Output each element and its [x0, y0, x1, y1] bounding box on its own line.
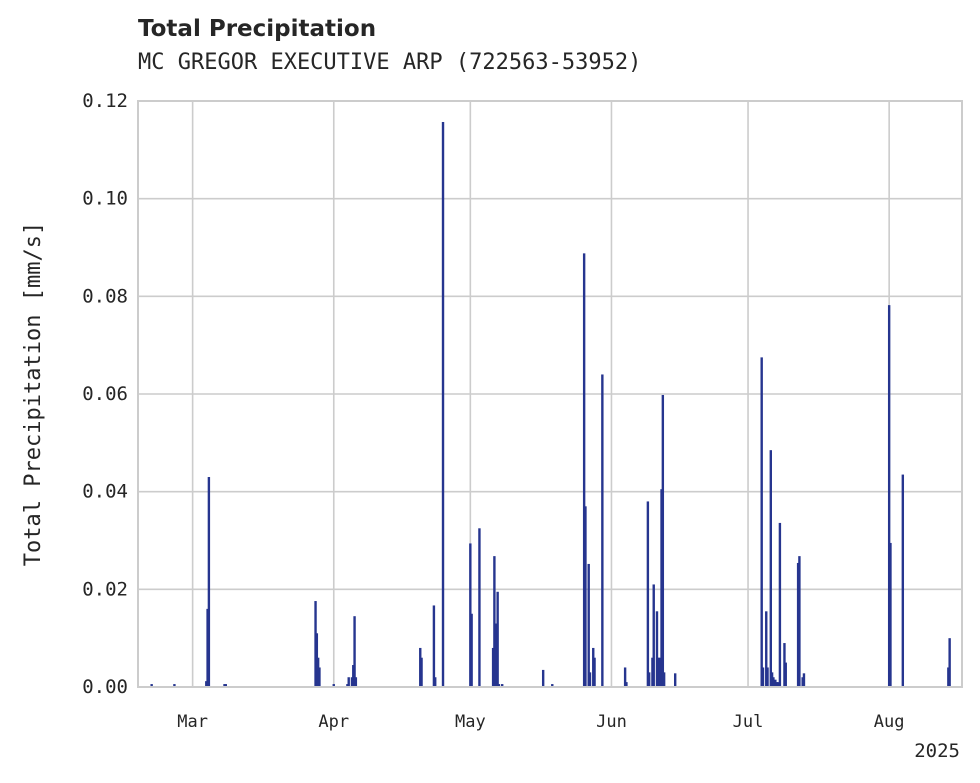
x-tick-label: Mar	[177, 712, 208, 732]
precipitation-bar	[347, 677, 350, 687]
precipitation-bar	[760, 357, 763, 687]
y-tick-label: 0.04	[82, 481, 128, 503]
precipitation-bar	[588, 672, 592, 687]
precipitation-bar	[662, 672, 666, 687]
precipitation-bar	[887, 305, 891, 687]
precipitation-bar	[765, 611, 768, 687]
precipitation-bar	[470, 613, 473, 687]
precipitation-bar	[441, 121, 445, 687]
precipitation-bar	[478, 528, 481, 687]
x-tick-labels: Mar Apr May Jun Jul Aug	[177, 712, 904, 732]
y-tick-label: 0.00	[82, 676, 128, 698]
y-tick-label: 0.12	[82, 90, 128, 112]
precipitation-bar	[434, 677, 437, 687]
precipitation-bar	[948, 638, 951, 687]
precipitation-bar	[798, 556, 801, 687]
precipitation-bar	[770, 672, 774, 687]
y-tick-label: 0.02	[82, 578, 128, 600]
precipitation-bar	[646, 501, 650, 687]
precipitation-bar	[352, 665, 355, 687]
precipitation-bar	[419, 647, 422, 687]
precipitation-bar	[661, 394, 665, 687]
precipitation-bar	[224, 684, 227, 687]
precipitation-bar	[354, 677, 358, 687]
precipitation-bar	[593, 657, 596, 687]
precipitation-bars	[150, 121, 951, 688]
precipitation-bar	[497, 684, 501, 687]
x-tick-label: Aug	[874, 712, 905, 732]
y-axis-label: Total Precipitation [mm/s]	[21, 222, 46, 566]
precipitation-bar	[173, 684, 176, 687]
precipitation-bar	[150, 684, 153, 687]
precipitation-bar	[314, 601, 317, 687]
precipitation-bar	[766, 667, 769, 687]
x-tick-label: Apr	[318, 712, 349, 732]
precipitation-bar	[491, 647, 495, 687]
precipitation-bar	[778, 522, 782, 687]
precipitation-bar	[651, 657, 654, 687]
precipitation-bar	[947, 667, 950, 687]
precipitation-bar	[772, 677, 775, 687]
precipitation-bar	[801, 677, 804, 687]
precipitation-bar	[658, 657, 661, 687]
x-year-label: 2025	[914, 740, 960, 762]
x-tick-label: Jun	[596, 712, 627, 732]
chart-subtitle: MC GREGOR EXECUTIVE ARP (722563-53952)	[138, 50, 642, 75]
precipitation-bar	[652, 584, 655, 687]
precipitation-bar	[802, 673, 806, 687]
precipitation-bar	[432, 605, 436, 687]
y-tick-label: 0.10	[82, 188, 128, 210]
precipitation-bar	[601, 374, 604, 687]
precipitation-bar	[494, 623, 497, 687]
precipitation-bar	[315, 633, 319, 687]
precipitation-bar	[318, 667, 321, 687]
precipitation-bar	[660, 489, 663, 687]
precipitation-bar	[623, 667, 627, 687]
precipitation-bar	[655, 611, 659, 687]
plot-frame	[137, 100, 963, 688]
precipitation-bar	[647, 672, 651, 687]
y-tick-labels: 0.00 0.02 0.04 0.06 0.08 0.10 0.12	[82, 90, 128, 698]
precipitation-bar	[761, 667, 765, 687]
chart-title: Total Precipitation	[138, 16, 377, 42]
precipitation-bar	[673, 673, 677, 687]
precipitation-bar	[346, 684, 349, 687]
precipitation-bar	[551, 684, 554, 687]
precipitation-bar	[496, 591, 499, 687]
precipitation-bar	[206, 608, 209, 687]
precipitation-bar	[205, 681, 208, 687]
precipitation-bar	[493, 556, 496, 687]
precipitation-bar	[584, 506, 587, 687]
y-tick-label: 0.08	[82, 285, 128, 307]
precipitation-bar	[769, 450, 772, 687]
x-tick-label: May	[455, 712, 486, 732]
precipitation-bar	[332, 684, 335, 687]
precipitation-bar	[774, 679, 777, 687]
precipitation-bar	[657, 657, 660, 687]
precipitation-bar	[353, 616, 356, 687]
precipitation-bar	[783, 643, 786, 687]
precipitation-bar	[796, 562, 800, 687]
precipitation-bar	[500, 684, 504, 687]
x-tick-label: Jul	[733, 712, 764, 732]
precipitation-bar	[625, 682, 628, 687]
precipitation-bar	[901, 474, 905, 687]
precipitation-bar	[889, 542, 892, 687]
precipitation-bar	[592, 647, 595, 687]
precipitation-bar	[420, 657, 423, 687]
precipitation-bar	[775, 682, 778, 687]
precipitation-bar	[469, 543, 472, 687]
precipitation-bar	[776, 682, 780, 687]
y-tick-label: 0.06	[82, 383, 128, 405]
precipitation-bar	[207, 477, 211, 687]
precipitation-bar	[223, 684, 226, 687]
precipitation-bar	[587, 563, 590, 687]
precipitation-bar	[316, 657, 320, 687]
precipitation-bar	[784, 662, 787, 687]
precipitation-bar	[582, 253, 586, 688]
precipitation-bar	[541, 669, 545, 687]
precipitation-bar	[350, 677, 354, 687]
